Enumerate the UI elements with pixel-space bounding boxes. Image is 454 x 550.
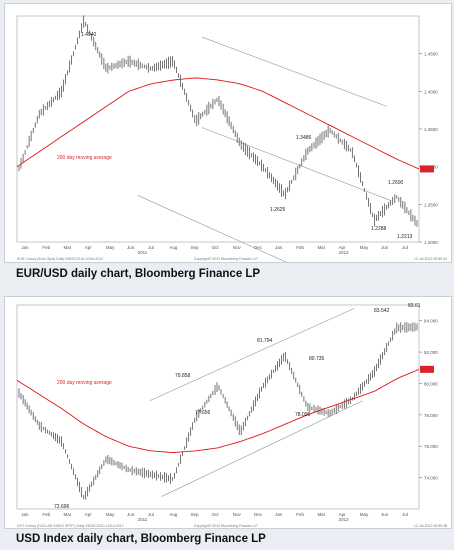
trend-channel-line [149,307,355,401]
x-tick-label: Nov [233,245,242,250]
y-tick-label: 1.4000 [424,89,438,94]
trend-channel-line [201,36,387,107]
y-tick-label: 78.000 [424,413,438,418]
x-tick-label: Mar [64,245,72,250]
price-bars [18,15,418,227]
x-tick-label: Feb [296,512,304,517]
y-tick-label: 76.000 [424,444,438,449]
usd-index-chart-panel: 84.000 82.000 80.000 78.000 76.000 74.000 Jan F… [4,296,452,529]
y-tick-label: 1.3500 [424,127,438,132]
value-annotation: 1.2625 [270,207,286,213]
year-label: 2012 [339,250,350,255]
value-annotation: 72.696 [54,504,70,510]
value-annotation: 83.61 [408,303,421,309]
y-tick-label: 82.000 [424,350,438,355]
value-annotation: 80.735 [309,356,325,362]
x-tick-label: Jul [402,512,408,517]
x-tick-label: Sep [190,245,199,250]
moving-average-line [16,77,420,170]
trend-channel-line [201,127,391,201]
x-tick-label: Mar [317,245,325,250]
x-tick-label: Aug [169,512,178,517]
y-tick-label: 1.2500 [424,202,438,207]
x-tick-label: Jun [127,245,135,250]
eurusd-chart: 1.45001.40001.35001.30001.25001.2000JanF… [16,15,447,262]
x-tick-label: Jun [381,512,389,517]
x-tick-label: May [106,512,115,517]
x-tick-label: Apr [339,245,347,250]
eurusd-caption: EUR/USD daily chart, Bloomberg Finance L… [16,268,261,280]
year-label: 2012 [339,517,350,522]
value-annotation: 83.542 [374,308,390,314]
value-annotation: 1.2288 [371,226,387,232]
footer-timestamp: 12-Jul-2012 09:59:48 [414,524,447,528]
x-tick-label: May [360,245,369,250]
year-label: 2011 [138,250,148,255]
year-label: 2011 [138,517,148,522]
x-tick-label: May [360,512,369,517]
current-price-tag [420,365,434,373]
x-tick-label: Jun [127,512,135,517]
eurusd-chart-panel: 1.45001.40001.35001.30001.25001.2000JanF… [4,3,452,263]
trend-channel-line [137,195,287,262]
moving-average-label: 200 day moving average [57,155,112,161]
value-annotation: 1.4940 [81,32,97,38]
y-tick-label: 80.000 [424,381,438,386]
x-tick-label: Jan [275,245,283,250]
x-tick-label: Feb [296,245,304,250]
x-tick-label: Jan [21,245,29,250]
value-annotation: 1.3486 [296,135,312,141]
x-tick-label: Oct [212,512,220,517]
x-tick-label: Dec [254,512,263,517]
usd-index-caption: USD Index daily chart, Bloomberg Finance… [16,533,266,545]
value-annotation: 1.2213 [397,234,413,240]
value-annotation: 81.794 [257,338,273,344]
plot-frame [16,15,420,243]
x-tick-label: Mar [317,512,325,517]
x-tick-label: Apr [85,245,93,250]
footer-copyright: Copyright© 2012 Bloomberg Finance L.P. [194,257,259,261]
x-tick-label: Jul [148,245,154,250]
x-tick-label: Feb [42,245,50,250]
plot-frame [16,304,420,510]
footer-timestamp: 12-Jul-2012 09:59:34 [414,257,447,261]
x-tick-label: Mar [64,512,72,517]
x-tick-label: Jul [148,512,154,517]
y-tick-label: 84.000 [424,319,438,324]
value-annotation: 77.656 [195,410,211,416]
y-tick-label: 74.000 [424,476,438,481]
footer-source: EUR Curncy (Euro Spot) Daily 29DEC2010-1… [17,257,103,261]
x-tick-label: Nov [233,512,242,517]
x-tick-label: Jun [381,245,389,250]
footer-source: DXY Curncy (DOLLAR INDEX SPOT) Daily 29D… [17,524,124,528]
usd-index-chart: 84.000 82.000 80.000 78.000 76.000 74.000 Jan F… [16,303,447,528]
moving-average-line [16,368,420,453]
x-tick-label: Jan [21,512,29,517]
value-annotation: 79.858 [175,373,191,379]
x-tick-label: Apr [339,512,347,517]
value-annotation: 78.095 [295,412,311,418]
x-tick-label: May [106,245,115,250]
value-annotation: 1.2600 [388,180,404,186]
price-bars [18,322,418,500]
x-tick-label: Aug [169,245,178,250]
x-tick-label: Jan [275,512,283,517]
x-tick-label: Jul [402,245,408,250]
y-tick-label: 1.2000 [424,240,438,245]
trend-channel-line [161,400,363,497]
moving-average-label: 200 day moving average [57,380,112,386]
current-price-tag [420,165,434,173]
x-tick-label: Apr [85,512,93,517]
x-tick-label: Feb [42,512,50,517]
y-tick-label: 1.4500 [424,52,438,57]
x-tick-label: Dec [254,245,263,250]
x-tick-label: Oct [212,245,220,250]
footer-copyright: Copyright© 2012 Bloomberg Finance L.P. [194,524,259,528]
x-tick-label: Sep [190,512,199,517]
